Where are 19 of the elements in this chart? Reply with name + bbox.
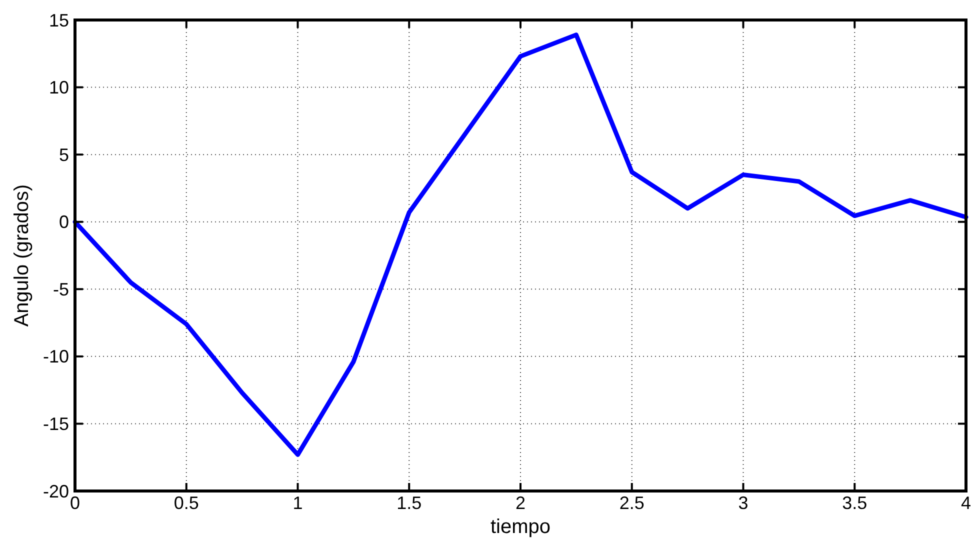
y-tick-label: -5 [52,279,69,300]
y-tick-label: 10 [48,78,69,98]
x-tick-label: 4 [960,493,972,513]
x-tick-label: 2 [515,493,526,513]
x-axis-title: tiempo [490,516,551,538]
y-tick-label: -20 [42,481,69,502]
x-tick-label: 1.5 [396,493,422,513]
y-tick-label: 5 [58,144,69,165]
x-tick-label: 3.5 [842,493,868,513]
x-tick-label: 3 [738,493,748,513]
y-tick-label: -10 [42,346,69,367]
x-tick-label: 1 [292,493,303,513]
x-tick-label: 2.5 [619,493,644,513]
x-tick-label: 0.5 [174,493,199,513]
y-tick-label: -15 [42,414,69,434]
line-series [72,32,968,457]
y-axis-title: Angulo (grados) [11,184,33,327]
y-tick-label: 0 [58,212,69,232]
y-tick-label: 15 [48,10,69,30]
